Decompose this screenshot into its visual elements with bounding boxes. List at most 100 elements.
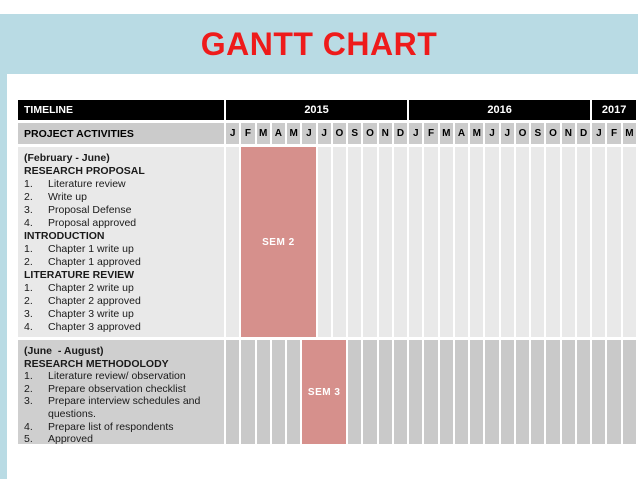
month-header-cell: O xyxy=(546,123,560,144)
grid-cell xyxy=(409,147,423,337)
activity-item: 1. Literature review/ observation xyxy=(24,370,220,383)
grid-cell xyxy=(561,340,575,444)
activity-item-text: Chapter 1 write up xyxy=(48,243,134,255)
activity-item: 3. Chapter 3 write up xyxy=(24,308,220,321)
grid-cell xyxy=(576,147,591,337)
activity-item-number: 2. xyxy=(24,256,33,268)
grid-cell xyxy=(454,147,469,337)
month-header-cell: A xyxy=(454,123,469,144)
activity-item-number: 4. xyxy=(24,321,33,333)
activity-item-text: Prepare list of respondents xyxy=(48,420,174,433)
grid-cell xyxy=(393,147,408,337)
grid-cell xyxy=(592,147,606,337)
grid-cell xyxy=(226,340,240,444)
grid-cell xyxy=(409,340,423,444)
activity-item-text: Write up xyxy=(48,191,87,203)
grid-cell xyxy=(470,340,484,444)
activity-item-text: questions. xyxy=(48,407,96,420)
month-header-cell: F xyxy=(607,123,621,144)
grid-cell xyxy=(348,147,362,337)
activity-item: 2. Write up xyxy=(24,191,220,204)
activity-item-number: 1. xyxy=(24,243,33,255)
grid-cell xyxy=(607,340,621,444)
year-header-2016: 2016 xyxy=(409,100,591,120)
activity-item-number: 3. xyxy=(24,395,33,408)
grid-cell xyxy=(363,340,377,444)
activity-item-text: Chapter 3 write up xyxy=(48,308,134,320)
activity-item-text: Chapter 3 approved xyxy=(48,321,141,333)
month-header-cell: F xyxy=(424,123,438,144)
activity-item-text: Prepare observation checklist xyxy=(48,382,186,395)
page-title: GANTT CHART xyxy=(200,25,438,62)
activity-item-number: 1. xyxy=(24,370,33,383)
month-header-cell: J xyxy=(226,123,240,144)
activity-item: 1. Chapter 1 write up xyxy=(24,243,220,256)
month-header-cell: F xyxy=(241,123,255,144)
activity-item-number: 1. xyxy=(24,178,33,190)
grid-cell xyxy=(424,147,438,337)
activity-item: 2. Chapter 2 approved xyxy=(24,295,220,308)
month-header-cell: D xyxy=(393,123,408,144)
activity-item-number: 3. xyxy=(24,308,33,320)
grid-cell xyxy=(485,147,499,337)
month-header-cell: N xyxy=(378,123,392,144)
activity-heading: (February - June) xyxy=(24,152,110,164)
month-header-cell: J xyxy=(409,123,423,144)
grid-cell xyxy=(439,147,453,337)
month-header-cell: M xyxy=(287,123,301,144)
grid-cell xyxy=(622,147,636,337)
activity-item-text: Approved xyxy=(48,433,93,446)
activity-heading: INTRODUCTION xyxy=(24,230,105,242)
month-header-cell: S xyxy=(348,123,362,144)
month-header-cell: J xyxy=(485,123,499,144)
title-band: GANTT CHART xyxy=(0,14,638,74)
gantt-bar-sem3: SEM 3 xyxy=(302,340,347,444)
activity-item: 4. Chapter 3 approved xyxy=(24,321,220,334)
grid-cell xyxy=(546,147,560,337)
activity-item: 4. Prepare list of respondents xyxy=(24,421,220,434)
grid-cell xyxy=(454,340,469,444)
timeline-header: TIMELINE xyxy=(18,100,224,120)
grid-cell xyxy=(363,147,377,337)
activity-item-text: Prepare interview schedules and xyxy=(48,395,201,408)
grid-cell xyxy=(241,340,255,444)
month-header-cell: M xyxy=(439,123,453,144)
activity-item: questions. xyxy=(24,408,220,421)
activity-item-text: Proposal Defense xyxy=(48,204,132,216)
project-activities-header: PROJECT ACTIVITIES xyxy=(18,123,224,144)
activity-heading: RESEARCH PROPOSAL xyxy=(24,165,145,177)
grid-cell xyxy=(332,147,347,337)
grid-cell xyxy=(561,147,575,337)
activity-item-number: 1. xyxy=(24,282,33,294)
grid-cell xyxy=(500,340,514,444)
grid-cell xyxy=(287,340,301,444)
gantt-table: TIMELINE PROJECT ACTIVITIES 2015 2016 2017… xyxy=(18,100,636,446)
activity-item-number: 3. xyxy=(24,204,33,216)
activity-item-number xyxy=(24,408,48,421)
grid-cell xyxy=(378,147,392,337)
month-header-cell: O xyxy=(363,123,377,144)
month-header-cell: D xyxy=(576,123,591,144)
grid-cell xyxy=(531,340,545,444)
section-1-activities-label: (February - June) RESEARCH PROPOSAL 1. Lite… xyxy=(18,147,224,337)
month-header-cell: O xyxy=(332,123,347,144)
activity-heading: (June - August) xyxy=(24,345,104,357)
activity-heading: RESEARCH METHODOLODY xyxy=(24,357,169,370)
month-header-cell: M xyxy=(622,123,636,144)
left-accent-strip xyxy=(0,74,7,479)
activity-item: 5. Approved xyxy=(24,433,220,446)
grid-cell xyxy=(515,147,530,337)
grid-cell xyxy=(470,147,484,337)
month-header-cell: J xyxy=(302,123,316,144)
month-header-cell: M xyxy=(470,123,484,144)
activity-item-text: Literature review xyxy=(48,178,126,190)
grid-cell xyxy=(256,340,270,444)
grid-cell xyxy=(271,340,286,444)
activity-heading: LITERATURE REVIEW xyxy=(24,269,135,281)
month-header-cell: J xyxy=(592,123,606,144)
grid-cell xyxy=(515,340,530,444)
grid-cell xyxy=(378,340,392,444)
section-2-activities-label: (June - August) RESEARCH METHODOLODY 1. Lit… xyxy=(18,340,224,446)
activity-item: 2. Prepare observation checklist xyxy=(24,383,220,396)
